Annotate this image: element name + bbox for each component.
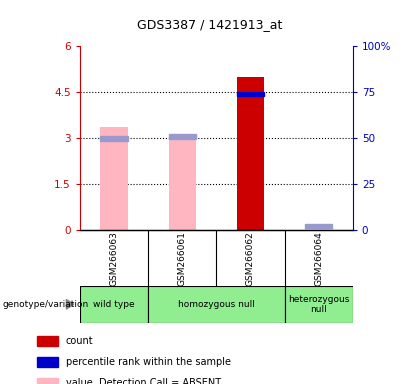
- Bar: [148, 286, 285, 323]
- Text: GDS3387 / 1421913_at: GDS3387 / 1421913_at: [137, 18, 283, 31]
- Text: GSM266062: GSM266062: [246, 231, 255, 286]
- Bar: [37, 336, 58, 346]
- Text: heterozygous
null: heterozygous null: [288, 295, 349, 314]
- Text: wild type: wild type: [93, 300, 135, 309]
- Bar: [80, 286, 148, 323]
- Bar: [37, 357, 58, 367]
- Text: GSM266061: GSM266061: [178, 231, 186, 286]
- Bar: [100, 136, 128, 141]
- Bar: [37, 378, 58, 384]
- Text: GSM266063: GSM266063: [110, 231, 118, 286]
- Bar: [168, 135, 196, 230]
- Bar: [237, 77, 264, 230]
- Bar: [100, 127, 128, 230]
- Text: GSM266064: GSM266064: [314, 231, 323, 286]
- Bar: [305, 227, 332, 230]
- Text: genotype/variation: genotype/variation: [2, 300, 88, 309]
- Bar: [168, 134, 196, 139]
- Bar: [305, 224, 332, 229]
- Bar: [237, 92, 264, 96]
- Text: homozygous null: homozygous null: [178, 300, 255, 309]
- Text: percentile rank within the sample: percentile rank within the sample: [66, 357, 231, 367]
- Text: count: count: [66, 336, 93, 346]
- Text: value, Detection Call = ABSENT: value, Detection Call = ABSENT: [66, 378, 221, 384]
- Bar: [285, 286, 353, 323]
